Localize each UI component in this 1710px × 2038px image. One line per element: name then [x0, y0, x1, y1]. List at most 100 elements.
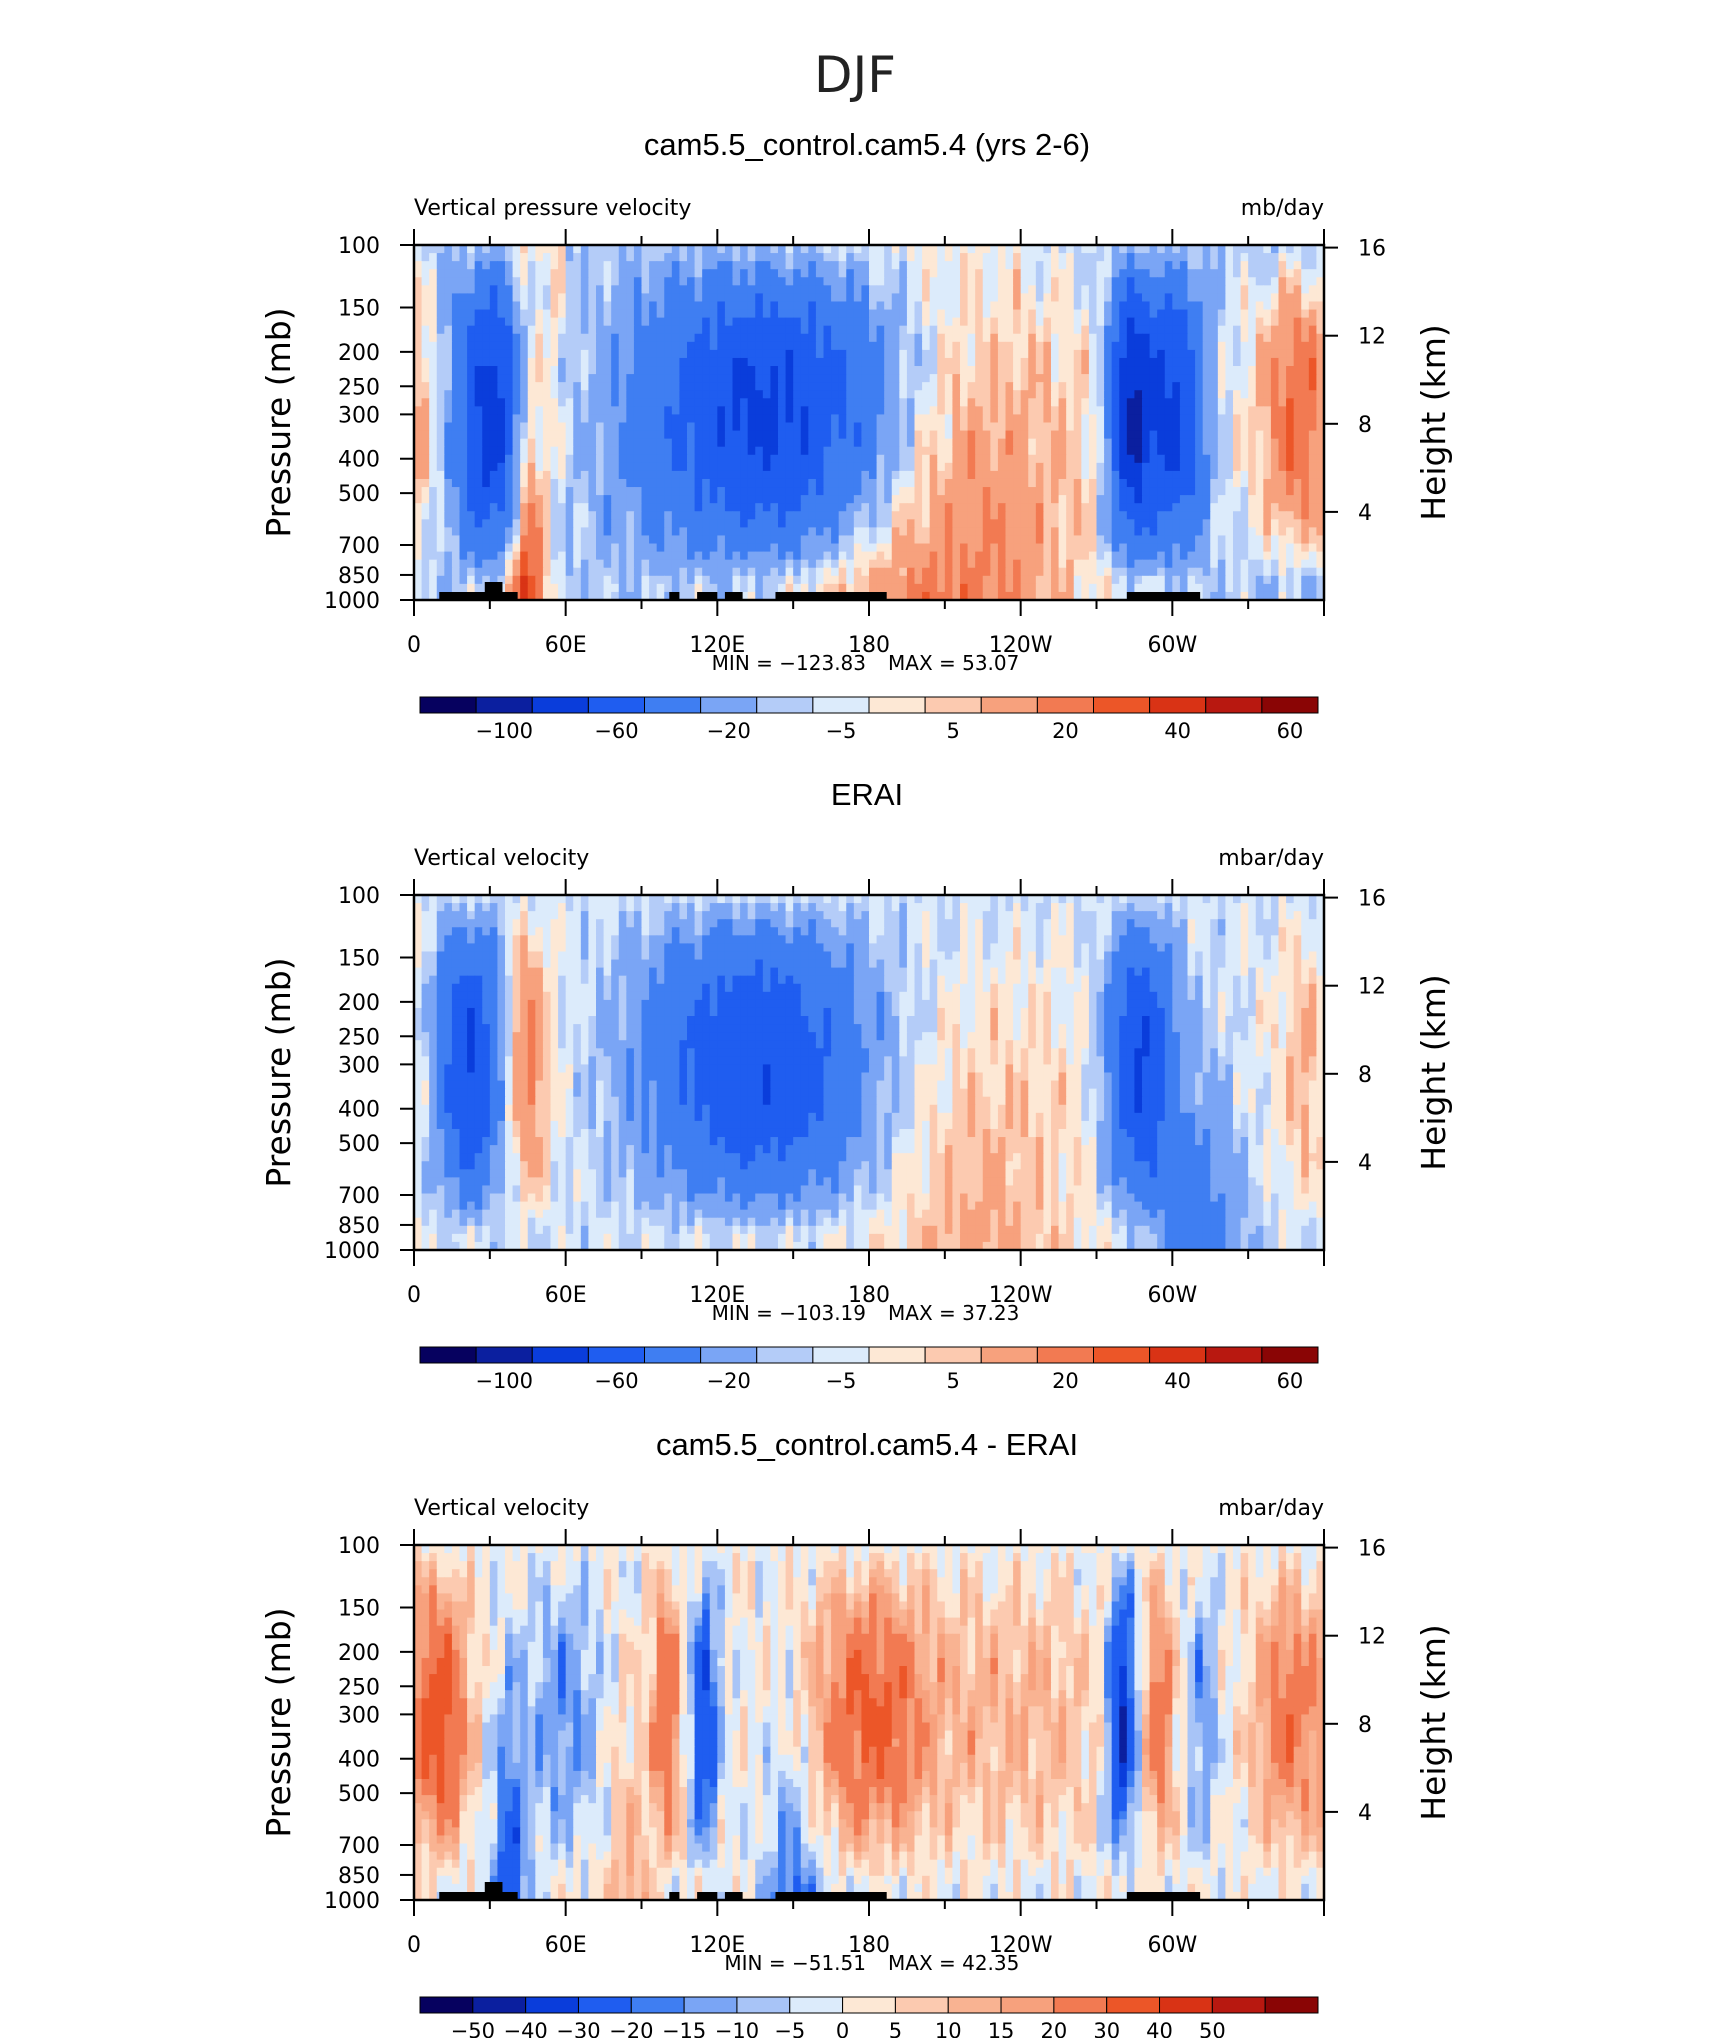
heatmap-cell	[550, 503, 559, 512]
heatmap-cell	[709, 390, 718, 399]
heatmap-cell	[1210, 317, 1219, 327]
heatmap-cell	[1172, 285, 1181, 295]
heatmap-cell	[679, 551, 688, 561]
heatmap-cell	[944, 559, 954, 569]
heatmap-cell	[960, 446, 969, 456]
heatmap-cell	[436, 495, 445, 504]
heatmap-cell	[436, 575, 445, 585]
heatmap-cell	[414, 422, 423, 432]
heatmap-cell	[459, 253, 468, 262]
heatmap-cell	[694, 446, 703, 456]
heatmap-cell	[618, 495, 627, 504]
heatmap-cell	[960, 269, 969, 278]
heatmap-cell	[1172, 414, 1181, 424]
heatmap-cell	[1013, 462, 1022, 472]
heatmap-cell	[876, 454, 885, 464]
heatmap-cell	[740, 551, 749, 561]
heatmap-cell	[1035, 277, 1045, 286]
heatmap-cell	[952, 430, 961, 440]
heatmap-cell	[1286, 253, 1295, 262]
heatmap-cell	[649, 301, 658, 311]
heatmap-cell	[603, 390, 612, 399]
heatmap-cell	[997, 511, 1007, 520]
heatmap-cell	[869, 478, 878, 488]
heatmap-cell	[565, 261, 574, 270]
heatmap-cell	[489, 430, 499, 440]
heatmap-cell	[778, 269, 787, 278]
heatmap-cell	[1028, 414, 1037, 424]
heatmap-cell	[967, 438, 976, 448]
heatmap-cell	[451, 527, 461, 537]
heatmap-cell	[1088, 567, 1098, 577]
heatmap-cell	[573, 398, 582, 407]
heatmap-cell	[846, 374, 855, 383]
heatmap-cell	[550, 269, 559, 278]
heatmap-cell	[1096, 414, 1105, 424]
heatmap-cell	[1013, 253, 1022, 262]
heatmap-cell	[474, 575, 483, 585]
heatmap-cell	[596, 478, 605, 488]
heatmap-cell	[1149, 454, 1158, 464]
heatmap-cell	[1013, 567, 1022, 577]
heatmap-cell	[467, 325, 476, 335]
heatmap-cell	[990, 341, 999, 351]
heatmap-cell	[1020, 446, 1029, 456]
heatmap-cell	[671, 438, 681, 448]
heatmap-cell	[459, 285, 468, 295]
heatmap-cell	[929, 390, 938, 399]
heatmap-cell	[467, 333, 476, 343]
heatmap-cell	[1202, 438, 1211, 448]
heatmap-cell	[800, 511, 809, 520]
heatmap-cell	[1202, 277, 1211, 286]
heatmap-cell	[717, 269, 726, 278]
heatmap-cell	[960, 285, 969, 295]
heatmap-cell	[558, 253, 567, 262]
heatmap-cell	[1119, 478, 1128, 488]
heatmap-cell	[1270, 285, 1280, 295]
heatmap-cell	[603, 446, 612, 456]
heatmap-cell	[1073, 454, 1082, 464]
heatmap-cell	[596, 261, 605, 270]
heatmap-cell	[952, 446, 961, 456]
heatmap-cell	[611, 422, 620, 432]
heatmap-cell	[641, 317, 650, 327]
heatmap-cell	[1043, 406, 1052, 416]
heatmap-cell	[762, 535, 772, 545]
heatmap-cell	[997, 543, 1007, 553]
heatmap-cell	[1005, 317, 1014, 327]
heatmap-cell	[1013, 349, 1022, 359]
heatmap-cell	[649, 253, 658, 262]
heatmap-cell	[482, 261, 491, 270]
heatmap-cell	[747, 422, 756, 432]
heatmap-cell	[588, 430, 597, 440]
heatmap-cell	[573, 567, 582, 577]
heatmap-cell	[505, 390, 514, 399]
heatmap-cell	[414, 285, 423, 295]
heatmap-cell	[588, 261, 597, 270]
heatmap-cell	[1164, 438, 1173, 448]
heatmap-cell	[717, 575, 726, 585]
heatmap-cell	[1111, 366, 1120, 375]
heatmap-cell	[1240, 333, 1249, 343]
heatmap-cell	[558, 301, 567, 311]
heatmap-cell	[603, 277, 612, 286]
heatmap-cell	[573, 511, 582, 520]
heatmap-cell	[876, 285, 885, 295]
heatmap-cell	[679, 559, 688, 569]
heatmap-cell	[1278, 495, 1287, 504]
heatmap-cell	[906, 511, 916, 520]
heatmap-cell	[793, 357, 802, 367]
heatmap-cell	[876, 487, 885, 496]
heatmap-cell	[982, 293, 991, 303]
heatmap-cell	[1217, 277, 1227, 286]
heatmap-cell	[990, 357, 999, 367]
heatmap-cell	[770, 414, 779, 424]
heatmap-cell	[861, 422, 870, 432]
heatmap-cell	[664, 543, 673, 553]
heatmap-cell	[671, 519, 681, 528]
heatmap-cell	[846, 285, 855, 295]
heatmap-cell	[1301, 374, 1310, 383]
heatmap-cell	[831, 567, 840, 577]
heatmap-cell	[436, 511, 445, 520]
heatmap-cell	[694, 333, 703, 343]
